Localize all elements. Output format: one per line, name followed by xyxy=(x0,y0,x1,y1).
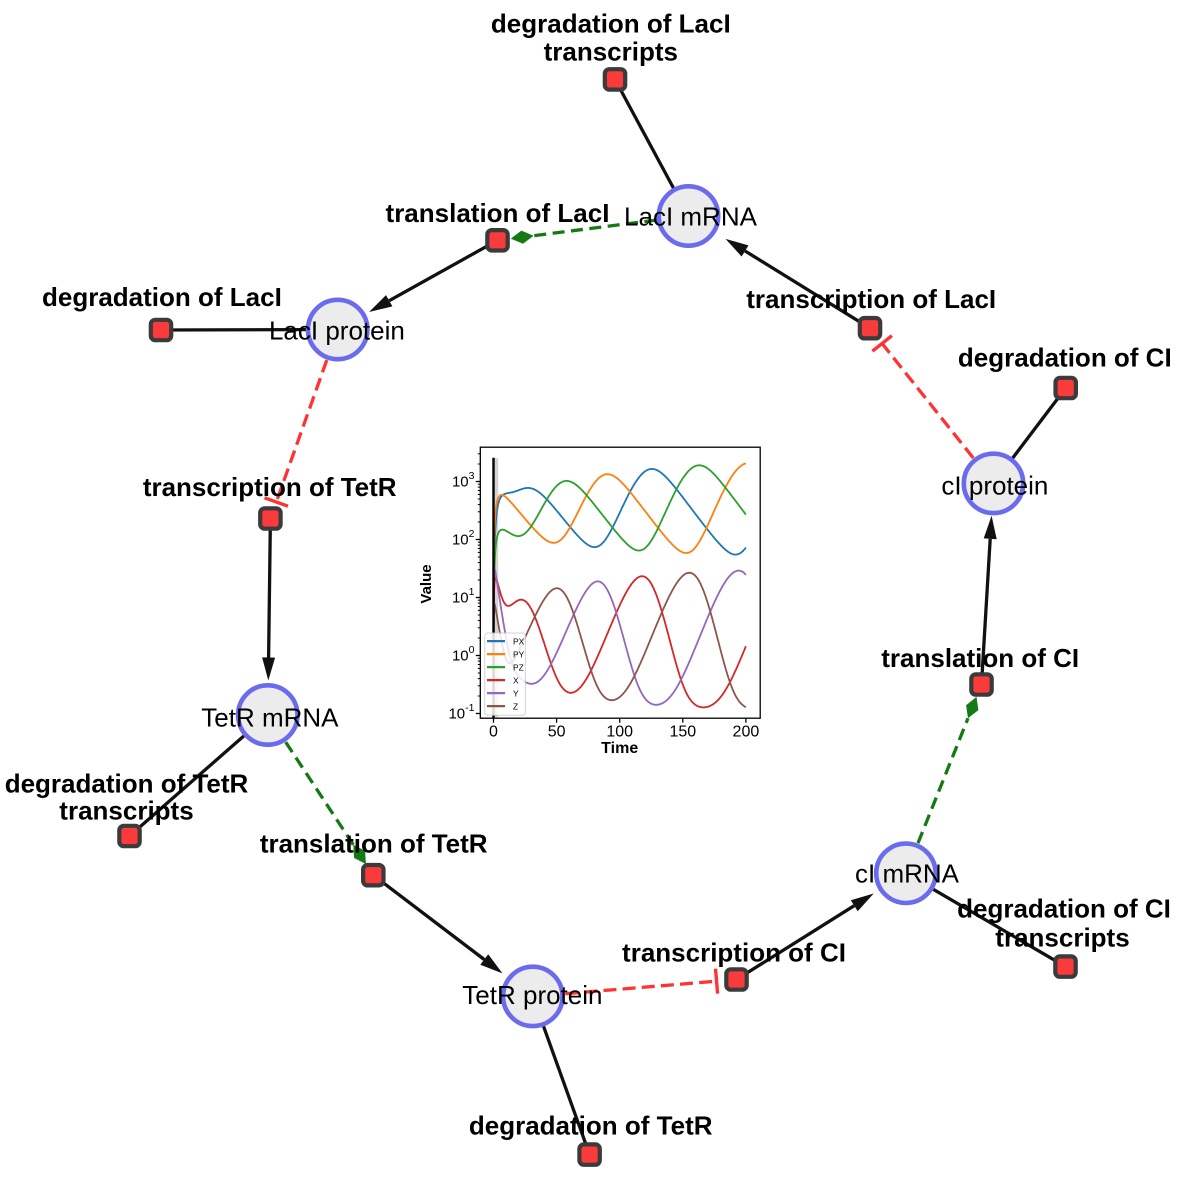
svg-text:200: 200 xyxy=(733,724,760,741)
svg-text:LacI mRNA: LacI mRNA xyxy=(624,202,758,232)
svg-text:transcription of TetR: transcription of TetR xyxy=(143,472,397,502)
svg-text:transcripts: transcripts xyxy=(995,922,1129,952)
svg-text:cI protein: cI protein xyxy=(941,471,1048,501)
svg-text:101: 101 xyxy=(452,586,475,607)
svg-text:degradation of TetR: degradation of TetR xyxy=(469,1111,713,1141)
svg-text:degradation of TetR: degradation of TetR xyxy=(5,769,249,799)
svg-text:100: 100 xyxy=(606,724,633,741)
svg-text:103: 103 xyxy=(452,470,475,491)
svg-text:degradation of CI: degradation of CI xyxy=(958,342,1172,372)
svg-text:LacI protein: LacI protein xyxy=(269,316,405,346)
svg-text:translation of TetR: translation of TetR xyxy=(260,828,488,858)
svg-text:50: 50 xyxy=(548,724,566,741)
svg-text:Value: Value xyxy=(418,564,435,603)
svg-text:TetR mRNA: TetR mRNA xyxy=(201,702,339,732)
svg-text:Time: Time xyxy=(601,740,638,757)
svg-text:transcripts: transcripts xyxy=(59,795,193,825)
svg-text:translation of LacI: translation of LacI xyxy=(386,198,610,228)
svg-text:cI mRNA: cI mRNA xyxy=(855,859,960,889)
svg-text:0: 0 xyxy=(489,724,498,741)
svg-text:degradation of CI: degradation of CI xyxy=(957,894,1171,924)
svg-text:degradation of LacI: degradation of LacI xyxy=(42,282,282,312)
svg-text:PX: PX xyxy=(513,636,525,646)
svg-text:Z: Z xyxy=(513,701,518,711)
svg-text:TetR protein: TetR protein xyxy=(462,980,602,1010)
svg-text:Y: Y xyxy=(513,688,519,698)
svg-text:102: 102 xyxy=(452,528,475,549)
svg-text:150: 150 xyxy=(669,724,696,741)
svg-text:10-1: 10-1 xyxy=(448,702,474,723)
svg-text:PZ: PZ xyxy=(513,662,524,672)
svg-text:transcription of CI: transcription of CI xyxy=(622,938,846,968)
svg-text:X: X xyxy=(513,675,519,685)
svg-text:transcription of LacI: transcription of LacI xyxy=(746,284,996,314)
svg-text:translation of CI: translation of CI xyxy=(881,643,1079,673)
svg-text:transcripts: transcripts xyxy=(544,36,678,66)
svg-text:PY: PY xyxy=(513,649,525,659)
svg-text:100: 100 xyxy=(452,644,475,665)
svg-text:degradation of LacI: degradation of LacI xyxy=(491,9,731,39)
